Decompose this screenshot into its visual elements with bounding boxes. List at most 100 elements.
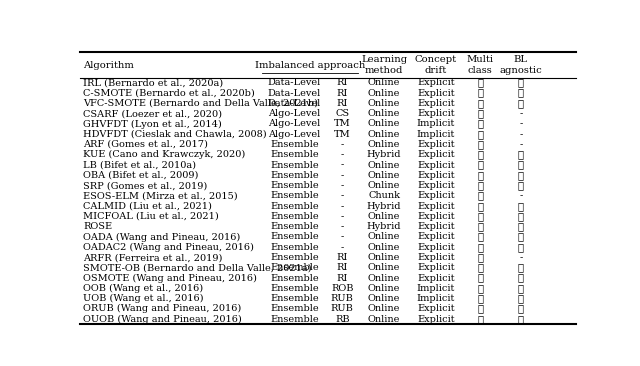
Text: RI: RI xyxy=(337,253,348,262)
Text: Explicit: Explicit xyxy=(417,202,454,211)
Text: CALMID (Liu et al., 2021): CALMID (Liu et al., 2021) xyxy=(83,202,212,211)
Text: OUOB (Wang and Pineau, 2016): OUOB (Wang and Pineau, 2016) xyxy=(83,315,242,324)
Text: ✓: ✓ xyxy=(518,294,524,303)
Text: Ensemble: Ensemble xyxy=(270,222,319,231)
Text: Ensemble: Ensemble xyxy=(270,191,319,201)
Text: Online: Online xyxy=(368,305,401,313)
Text: ✓: ✓ xyxy=(477,232,483,242)
Text: LB (Bifet et al., 2010a): LB (Bifet et al., 2010a) xyxy=(83,161,196,169)
Text: Ensemble: Ensemble xyxy=(270,305,319,313)
Text: CS: CS xyxy=(335,109,349,118)
Text: Algorithm: Algorithm xyxy=(83,60,134,70)
Text: Explicit: Explicit xyxy=(417,89,454,98)
Text: Online: Online xyxy=(368,315,401,324)
Text: ✓: ✓ xyxy=(477,181,483,190)
Text: Explicit: Explicit xyxy=(417,222,454,231)
Text: ✗: ✗ xyxy=(477,263,483,272)
Text: Explicit: Explicit xyxy=(417,243,454,252)
Text: Online: Online xyxy=(368,253,401,262)
Text: Ensemble: Ensemble xyxy=(270,274,319,283)
Text: Online: Online xyxy=(368,232,401,242)
Text: UOB (Wang et al., 2016): UOB (Wang et al., 2016) xyxy=(83,294,204,303)
Text: Online: Online xyxy=(368,161,401,169)
Text: Online: Online xyxy=(368,119,401,128)
Text: RI: RI xyxy=(337,274,348,283)
Text: VFC-SMOTE (Bernardo and Della Valle, 2021b): VFC-SMOTE (Bernardo and Della Valle, 202… xyxy=(83,99,319,108)
Text: Implicit: Implicit xyxy=(417,119,455,128)
Text: Online: Online xyxy=(368,89,401,98)
Text: ESOS-ELM (Mirza et al., 2015): ESOS-ELM (Mirza et al., 2015) xyxy=(83,191,238,201)
Text: Ensemble: Ensemble xyxy=(270,171,319,180)
Text: ✓: ✓ xyxy=(518,315,524,324)
Text: Concept
drift: Concept drift xyxy=(415,55,457,75)
Text: ✓: ✓ xyxy=(477,171,483,180)
Text: Multi
class: Multi class xyxy=(467,55,493,75)
Text: Explicit: Explicit xyxy=(417,181,454,190)
Text: Ensemble: Ensemble xyxy=(270,202,319,211)
Text: TM: TM xyxy=(334,130,351,139)
Text: ✓: ✓ xyxy=(518,161,524,169)
Text: Explicit: Explicit xyxy=(417,171,454,180)
Text: Data-Level: Data-Level xyxy=(268,89,321,98)
Text: Implicit: Implicit xyxy=(417,130,455,139)
Text: ✓: ✓ xyxy=(477,150,483,159)
Text: RI: RI xyxy=(337,263,348,272)
Text: Algo-Level: Algo-Level xyxy=(268,119,321,128)
Text: C-SMOTE (Bernardo et al., 2020b): C-SMOTE (Bernardo et al., 2020b) xyxy=(83,89,255,98)
Text: ✓: ✓ xyxy=(477,140,483,149)
Text: Online: Online xyxy=(368,109,401,118)
Text: Explicit: Explicit xyxy=(417,315,454,324)
Text: Online: Online xyxy=(368,78,401,87)
Text: -: - xyxy=(340,171,344,180)
Text: ✗: ✗ xyxy=(477,305,483,313)
Text: ✗: ✗ xyxy=(477,78,483,87)
Text: Learning
method: Learning method xyxy=(361,55,407,75)
Text: -: - xyxy=(340,232,344,242)
Text: Explicit: Explicit xyxy=(417,78,454,87)
Text: Implicit: Implicit xyxy=(417,284,455,293)
Text: RI: RI xyxy=(337,78,348,87)
Text: Explicit: Explicit xyxy=(417,232,454,242)
Text: Online: Online xyxy=(368,263,401,272)
Text: -: - xyxy=(340,202,344,211)
Text: ✓: ✓ xyxy=(477,119,483,128)
Text: Ensemble: Ensemble xyxy=(270,243,319,252)
Text: TM: TM xyxy=(334,119,351,128)
Text: Online: Online xyxy=(368,274,401,283)
Text: -: - xyxy=(340,243,344,252)
Text: -: - xyxy=(519,253,522,262)
Text: Ensemble: Ensemble xyxy=(270,212,319,221)
Text: Online: Online xyxy=(368,130,401,139)
Text: IRL (Bernardo et al., 2020a): IRL (Bernardo et al., 2020a) xyxy=(83,78,223,87)
Text: Explicit: Explicit xyxy=(417,109,454,118)
Text: Ensemble: Ensemble xyxy=(270,315,319,324)
Text: ✗: ✗ xyxy=(477,89,483,98)
Text: -: - xyxy=(340,140,344,149)
Text: OBA (Bifet et al., 2009): OBA (Bifet et al., 2009) xyxy=(83,171,199,180)
Text: ORUB (Wang and Pineau, 2016): ORUB (Wang and Pineau, 2016) xyxy=(83,305,242,314)
Text: ✓: ✓ xyxy=(518,305,524,313)
Text: Explicit: Explicit xyxy=(417,99,454,108)
Text: OSMOTE (Wang and Pineau, 2016): OSMOTE (Wang and Pineau, 2016) xyxy=(83,273,257,283)
Text: SMOTE-OB (Bernardo and Della Valle, 2021a): SMOTE-OB (Bernardo and Della Valle, 2021… xyxy=(83,263,312,272)
Text: RI: RI xyxy=(337,99,348,108)
Text: ✗: ✗ xyxy=(477,99,483,108)
Text: ✓: ✓ xyxy=(518,202,524,211)
Text: Hybrid: Hybrid xyxy=(367,222,401,231)
Text: RB: RB xyxy=(335,315,349,324)
Text: ✓: ✓ xyxy=(477,161,483,169)
Text: ✓: ✓ xyxy=(477,212,483,221)
Text: ✓: ✓ xyxy=(477,202,483,211)
Text: CSARF (Loezer et al., 2020): CSARF (Loezer et al., 2020) xyxy=(83,109,223,118)
Text: Online: Online xyxy=(368,243,401,252)
Text: Data-Level: Data-Level xyxy=(268,78,321,87)
Text: Algo-Level: Algo-Level xyxy=(268,109,321,118)
Text: ✓: ✓ xyxy=(477,109,483,118)
Text: ✓: ✓ xyxy=(477,294,483,303)
Text: ✓: ✓ xyxy=(518,181,524,190)
Text: ✓: ✓ xyxy=(518,243,524,252)
Text: Hybrid: Hybrid xyxy=(367,202,401,211)
Text: Ensemble: Ensemble xyxy=(270,140,319,149)
Text: SRP (Gomes et al., 2019): SRP (Gomes et al., 2019) xyxy=(83,181,208,190)
Text: OADAC2 (Wang and Pineau, 2016): OADAC2 (Wang and Pineau, 2016) xyxy=(83,243,254,252)
